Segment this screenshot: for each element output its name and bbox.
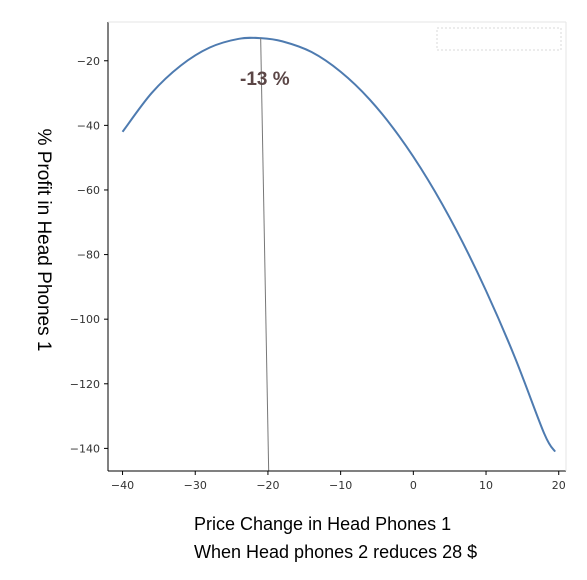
x-axis-label-line-1: Price Change in Head Phones 1 xyxy=(194,514,451,534)
x-tick-label: 20 xyxy=(552,479,566,492)
y-tick-label: −40 xyxy=(77,119,100,132)
annotation-label: -13 % xyxy=(240,69,290,90)
axes xyxy=(107,21,567,472)
y-tick-label: −120 xyxy=(70,378,100,391)
y-tick-label: −100 xyxy=(70,313,100,326)
x-tick-label: −10 xyxy=(329,479,352,492)
y-tick-label: −80 xyxy=(77,249,100,262)
y-axis-label: % Profit in Head Phones 1 xyxy=(33,129,54,352)
y-tick-label: −140 xyxy=(70,442,100,455)
peak-marker-line xyxy=(260,38,270,472)
x-tick-label: −20 xyxy=(256,479,279,492)
series-line-0 xyxy=(121,36,556,453)
plot-area xyxy=(121,36,556,472)
x-tick-label: −40 xyxy=(111,479,134,492)
legend-box-placeholder xyxy=(436,27,562,51)
x-axis-label-line-2: When Head phones 2 reduces 28 $ xyxy=(194,542,477,562)
x-tick-label: −30 xyxy=(184,479,207,492)
y-tick-label: −20 xyxy=(77,55,100,68)
ticks: −40 −30 −20 −10 0 10 20−20−40−60−80−100−120−14… xyxy=(70,55,566,492)
x-tick-label: 10 xyxy=(479,479,493,492)
x-tick-label: 0 xyxy=(410,479,417,492)
y-tick-label: −60 xyxy=(77,184,100,197)
